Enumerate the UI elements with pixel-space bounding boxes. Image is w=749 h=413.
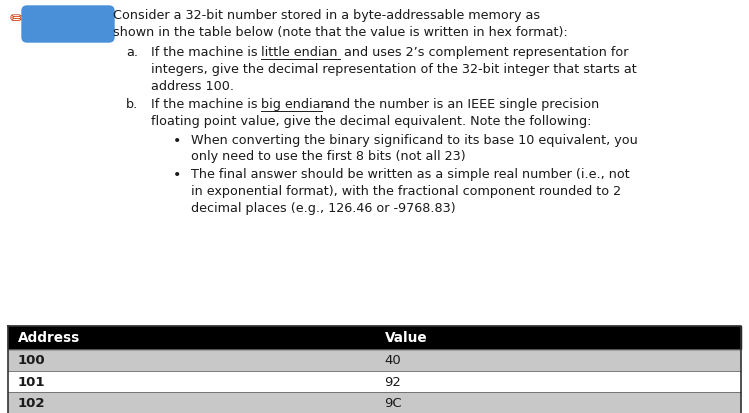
Text: in exponential format), with the fractional component rounded to 2: in exponential format), with the fractio… bbox=[191, 185, 621, 197]
Text: integers, give the decimal representation of the 32-bit integer that starts at: integers, give the decimal representatio… bbox=[151, 63, 637, 76]
FancyBboxPatch shape bbox=[8, 326, 741, 349]
Text: If the machine is: If the machine is bbox=[151, 98, 261, 111]
FancyBboxPatch shape bbox=[22, 7, 114, 43]
Text: and the number is an IEEE single precision: and the number is an IEEE single precisi… bbox=[322, 98, 599, 111]
Text: 100: 100 bbox=[18, 354, 46, 366]
Text: The final answer should be written as a simple real number (i.e., not: The final answer should be written as a … bbox=[191, 168, 630, 180]
Text: floating point value, give the decimal equivalent. Note the following:: floating point value, give the decimal e… bbox=[151, 115, 592, 128]
FancyBboxPatch shape bbox=[8, 349, 741, 370]
Text: Value: Value bbox=[384, 330, 427, 344]
Text: decimal places (e.g., 126.46 or -9768.83): decimal places (e.g., 126.46 or -9768.83… bbox=[191, 201, 455, 214]
Text: 9C: 9C bbox=[384, 396, 402, 409]
Text: a.: a. bbox=[126, 46, 138, 59]
Text: b.: b. bbox=[126, 98, 139, 111]
Text: little endian: little endian bbox=[261, 46, 337, 59]
Text: and uses 2’s complement representation for: and uses 2’s complement representation f… bbox=[340, 46, 628, 59]
Text: 92: 92 bbox=[384, 375, 401, 388]
FancyBboxPatch shape bbox=[8, 392, 741, 413]
Text: 102: 102 bbox=[18, 396, 46, 409]
Text: When converting the binary significand to its base 10 equivalent, you: When converting the binary significand t… bbox=[191, 133, 637, 146]
Text: •: • bbox=[173, 168, 181, 182]
FancyBboxPatch shape bbox=[8, 370, 741, 392]
Text: Consider a 32-bit number stored in a byte-addressable memory as: Consider a 32-bit number stored in a byt… bbox=[113, 9, 540, 22]
Text: big endian: big endian bbox=[261, 98, 328, 111]
Text: 101: 101 bbox=[18, 375, 46, 388]
Text: 40: 40 bbox=[384, 354, 401, 366]
Text: shown in the table below (note that the value is written in hex format):: shown in the table below (note that the … bbox=[113, 26, 568, 39]
Text: ✏: ✏ bbox=[10, 10, 25, 28]
Text: Address: Address bbox=[18, 330, 80, 344]
Text: address 100.: address 100. bbox=[151, 79, 234, 93]
Text: •: • bbox=[173, 133, 181, 147]
Text: only need to use the first 8 bits (not all 23): only need to use the first 8 bits (not a… bbox=[191, 150, 466, 163]
Text: If the machine is: If the machine is bbox=[151, 46, 261, 59]
